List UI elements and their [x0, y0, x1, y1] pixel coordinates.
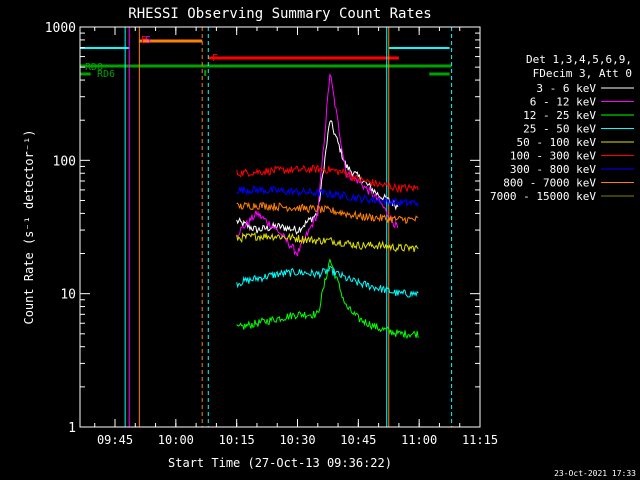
legend-header: Det 1,3,4,5,6,9, — [526, 53, 632, 66]
legend-label: 12 - 25 keV — [523, 109, 596, 122]
x-tick-label: 10:00 — [158, 433, 194, 447]
series-line-4 — [236, 232, 419, 253]
legend-label: 50 - 100 keV — [517, 136, 597, 149]
annotation-f: F — [212, 53, 218, 64]
y-tick-label: 1000 — [45, 21, 76, 36]
annotation-rd6: RD6 — [97, 69, 115, 80]
legend-label: 7000 - 15000 keV — [490, 190, 596, 203]
x-tick-label: 09:45 — [97, 433, 133, 447]
axes: 09:45 10:00 10:15 10:30 10:45 11:00 11:15 1 10 10… — [45, 21, 498, 447]
series-line-2 — [236, 258, 419, 339]
footer-date: 23-Oct-2021 17:33 — [554, 469, 636, 478]
y-tick-label: 100 — [53, 154, 76, 169]
series-line-1 — [236, 73, 399, 257]
legend: Det 1,3,4,5,6,9,FDecim 3, Att 0 3 - 6 keV… — [490, 53, 634, 203]
x-tick-label: 11:15 — [462, 433, 498, 447]
rd-marker — [204, 70, 207, 76]
legend-label: 25 - 50 keV — [523, 123, 596, 136]
legend-header: FDecim 3, Att 0 — [533, 67, 632, 80]
legend-label: 6 - 12 keV — [530, 96, 597, 109]
x-axis-label: Start Time (27-Oct-13 09:36:22) — [168, 456, 392, 470]
series-line-7 — [236, 201, 419, 225]
legend-label: 3 - 6 keV — [536, 82, 596, 95]
time-markers — [124, 27, 453, 427]
legend-label: 800 - 7000 keV — [503, 177, 596, 190]
series-line-3 — [236, 265, 419, 298]
y-axis-label: Count Rate (s⁻¹ detector⁻¹) — [22, 129, 36, 324]
annotation-e: E — [141, 35, 147, 46]
series-lines — [236, 73, 419, 339]
plot-frame — [79, 26, 481, 428]
x-tick-label: 10:15 — [219, 433, 255, 447]
chart-title: RHESSI Observing Summary Count Rates — [128, 6, 431, 22]
annotation-rd8: RD8 — [85, 62, 103, 73]
y-tick-label: 1 — [68, 421, 76, 436]
x-tick-label: 11:00 — [401, 433, 437, 447]
annotation-s: S — [145, 35, 151, 46]
y-tick-label: 10 — [60, 288, 76, 303]
series-line-5 — [236, 164, 419, 194]
legend-label: 100 - 300 keV — [510, 150, 596, 163]
legend-label: 300 - 800 keV — [510, 163, 596, 176]
x-tick-label: 10:45 — [340, 433, 376, 447]
series-line-6 — [236, 184, 419, 207]
x-tick-label: 10:30 — [279, 433, 315, 447]
